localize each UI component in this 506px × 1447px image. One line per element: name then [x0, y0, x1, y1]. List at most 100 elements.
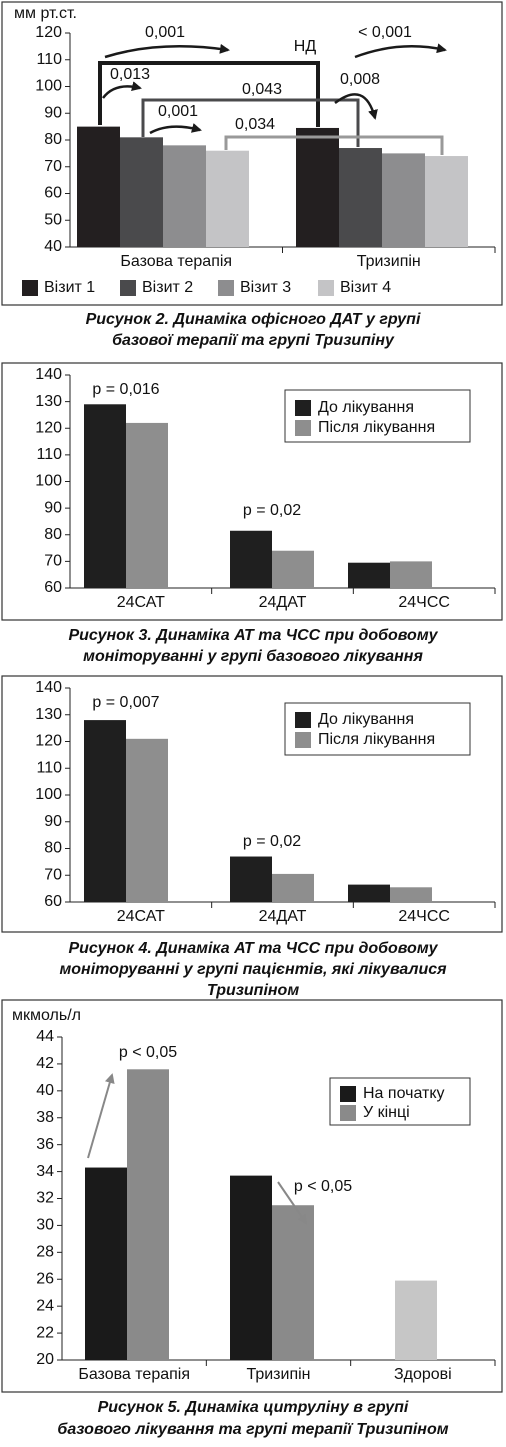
bar	[126, 422, 168, 588]
annotation-arrow	[334, 93, 378, 120]
y-tick-label: 60	[44, 185, 62, 202]
x-tick-label: Базова терапія	[120, 253, 232, 270]
annotation-arrow	[104, 43, 230, 59]
legend-label: До лікування	[318, 399, 414, 416]
y-tick-label: 40	[36, 1082, 54, 1099]
y-tick-label: 50	[44, 211, 62, 228]
y-tick-label: 120	[35, 419, 62, 436]
chart-frame	[1, 999, 503, 1393]
y-tick-label: 120	[35, 24, 62, 41]
bar	[77, 126, 120, 247]
legend-swatch	[318, 280, 334, 296]
x-tick-label: 24САТ	[117, 594, 165, 611]
legend-label: У кінці	[363, 1104, 410, 1121]
annotation-arrow	[102, 81, 142, 99]
caption: моніторуванні у групі базового лікування	[83, 648, 423, 665]
bar	[120, 137, 163, 247]
y-tick-label: 130	[35, 706, 62, 723]
y-tick-label: 60	[44, 579, 62, 596]
annotation: p < 0,05	[119, 1044, 177, 1061]
bar	[84, 720, 126, 902]
annotation: p = 0,007	[92, 694, 159, 711]
annotation: p = 0,02	[243, 502, 301, 519]
x-tick-label: 24ДАТ	[259, 594, 307, 611]
y-tick-label: 100	[35, 786, 62, 803]
bar	[348, 884, 390, 902]
caption: Рисунок 3. Динаміка АТ та ЧСС при добово…	[68, 627, 438, 644]
bar	[390, 561, 432, 588]
legend-label: Візит 2	[142, 279, 193, 296]
y-tick-label: 22	[36, 1324, 54, 1341]
chart-frame	[1, 362, 503, 621]
y-tick-label: 90	[44, 104, 62, 121]
y-tick-label: 44	[36, 1028, 54, 1045]
y-tick-label: 80	[44, 131, 62, 148]
y-tick-label: 100	[35, 78, 62, 95]
x-tick-label: Здорові	[394, 1366, 452, 1383]
legend-box	[284, 702, 471, 756]
bar	[272, 873, 314, 902]
annotation-arrow	[277, 1181, 308, 1225]
annotation-arrow	[354, 43, 447, 59]
annotation-arrow	[149, 123, 202, 135]
y-axis-label: мм рт.ст.	[14, 5, 77, 22]
y-tick-label: 140	[35, 366, 62, 383]
y-tick-label: 70	[44, 553, 62, 570]
annotation: 0,043	[242, 81, 282, 98]
x-tick-label: Тризипін	[357, 253, 421, 270]
y-tick-label: 90	[44, 499, 62, 516]
caption: Рисунок 2. Динаміка офісного ДАТ у групі	[86, 311, 421, 328]
bar	[382, 153, 425, 247]
annotation: p = 0,016	[92, 381, 159, 398]
annotation-arrow	[98, 61, 320, 127]
bar	[230, 856, 272, 902]
legend-label: На початку	[363, 1085, 445, 1102]
annotation: НД	[294, 38, 317, 55]
bar	[230, 530, 272, 588]
y-tick-label: 40	[44, 238, 62, 255]
caption: базового лікування та групі терапії Триз…	[57, 1421, 448, 1438]
legend-swatch	[22, 280, 38, 296]
bar	[390, 887, 432, 902]
chart-frame	[1, 675, 503, 933]
bar	[127, 1069, 169, 1360]
bar	[272, 1205, 314, 1360]
y-tick-label: 110	[36, 759, 62, 776]
y-tick-label: 80	[44, 840, 62, 857]
annotation: 0,034	[235, 116, 275, 133]
annotation: 0,001	[158, 103, 198, 120]
chart-frame	[1, 1, 503, 306]
legend-label: Візит 4	[340, 279, 391, 296]
bar	[272, 550, 314, 588]
annotation: 0,008	[340, 71, 380, 88]
x-tick-label: 24ДАТ	[259, 908, 307, 925]
legend-swatch	[340, 1086, 356, 1102]
legend-swatch	[295, 420, 311, 436]
bar	[163, 145, 206, 247]
bar	[425, 156, 468, 247]
y-tick-label: 42	[36, 1055, 54, 1072]
caption: Рисунок 4. Динаміка АТ та ЧСС при добово…	[68, 940, 438, 957]
bar	[395, 1280, 437, 1360]
bar	[339, 148, 382, 247]
annotation: p = 0,02	[243, 833, 301, 850]
legend-box	[284, 389, 471, 443]
y-tick-label: 70	[44, 158, 62, 175]
x-tick-label: Тризипін	[246, 1366, 310, 1383]
legend-swatch	[295, 400, 311, 416]
y-tick-label: 28	[36, 1244, 54, 1261]
bar	[126, 738, 168, 902]
annotation: 0,013	[110, 66, 150, 83]
legend-label: Після лікування	[318, 731, 435, 748]
y-tick-label: 80	[44, 526, 62, 543]
caption: Тризипіном	[207, 982, 300, 999]
y-tick-label: 130	[35, 393, 62, 410]
legend-label: Візит 3	[240, 279, 291, 296]
bar	[348, 562, 390, 588]
y-tick-label: 30	[36, 1217, 54, 1234]
y-tick-label: 32	[36, 1190, 54, 1207]
x-tick-label: 24ЧСС	[398, 594, 450, 611]
y-tick-label: 24	[36, 1297, 54, 1314]
annotation-arrow	[141, 98, 360, 147]
y-tick-label: 38	[36, 1109, 54, 1126]
